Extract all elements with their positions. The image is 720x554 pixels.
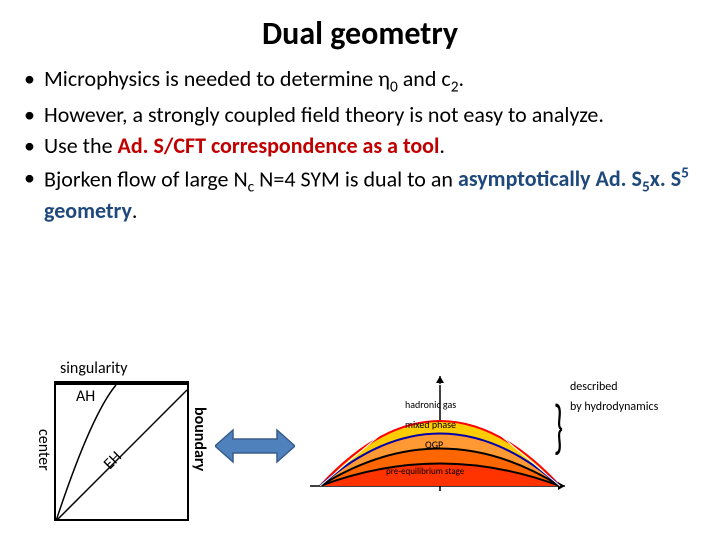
double-arrow-path: [215, 430, 295, 462]
y-axis-arrow: [436, 376, 444, 383]
label-1: mixed phase: [405, 418, 456, 431]
ah-label: AH: [76, 387, 95, 406]
phase-description: described by hydrodynamics: [570, 380, 680, 421]
phases-diagram: hadronic gas mixed phase QGP pre-equilib…: [300, 366, 680, 526]
center-label: center: [34, 429, 53, 471]
label-0: hadronic gas: [405, 398, 456, 411]
b4-mid: N=4 SYM is dual to an: [254, 165, 458, 192]
eh-line: [56, 390, 187, 521]
penrose-box: [54, 381, 189, 521]
figure-row: singularity AH EH center boundary: [30, 356, 690, 536]
b3-post: .: [439, 132, 445, 159]
b1-post: .: [459, 65, 465, 92]
b2-text: However, a strongly coupled field theory…: [44, 101, 604, 128]
brace-icon: }: [554, 398, 563, 458]
desc-1: described: [570, 380, 680, 394]
b4-pre: Bjorken flow of large N: [44, 165, 248, 192]
b1-pre: Microphysics is needed to determine η: [44, 65, 390, 92]
bullet-4: Bjorken flow of large Nc N=4 SYM is dual…: [44, 164, 700, 224]
b1-sub2: 2: [451, 77, 459, 96]
b4-blue-mid: x. S: [650, 165, 681, 192]
b4-blue-pre: asymptotically Ad. S: [458, 165, 642, 192]
b4-blue-post: geometry: [44, 197, 132, 224]
b3-pre: Use the: [44, 132, 118, 159]
arrow-block: [210, 426, 300, 466]
bullet-2: However, a strongly coupled field theory…: [44, 101, 700, 129]
b1-mid: and c: [398, 65, 451, 92]
bullet-list: Microphysics is needed to determine η0 a…: [0, 65, 720, 224]
phases-svg: hadronic gas mixed phase QGP pre-equilib…: [300, 366, 570, 516]
desc-2: by hydrodynamics: [570, 400, 680, 414]
double-arrow-icon: [215, 426, 295, 466]
b4-blue-sup: 5: [681, 164, 689, 183]
penrose-diagram: singularity AH EH center boundary: [30, 359, 210, 534]
singularity-label: singularity: [60, 359, 127, 378]
b4-post: .: [132, 197, 138, 224]
b4-blue-sub: 5: [642, 177, 650, 196]
bullet-1: Microphysics is needed to determine η0 a…: [44, 65, 700, 97]
label-2: QGP: [425, 438, 443, 451]
b1-sub1: 0: [390, 77, 398, 96]
bullet-3: Use the Ad. S/CFT correspondence as a to…: [44, 132, 700, 160]
page-title: Dual geometry: [0, 14, 720, 53]
b3-red: Ad. S/CFT correspondence as a tool: [118, 132, 440, 159]
boundary-label: boundary: [190, 407, 209, 471]
label-3: pre-equilibrium stage: [386, 466, 465, 477]
